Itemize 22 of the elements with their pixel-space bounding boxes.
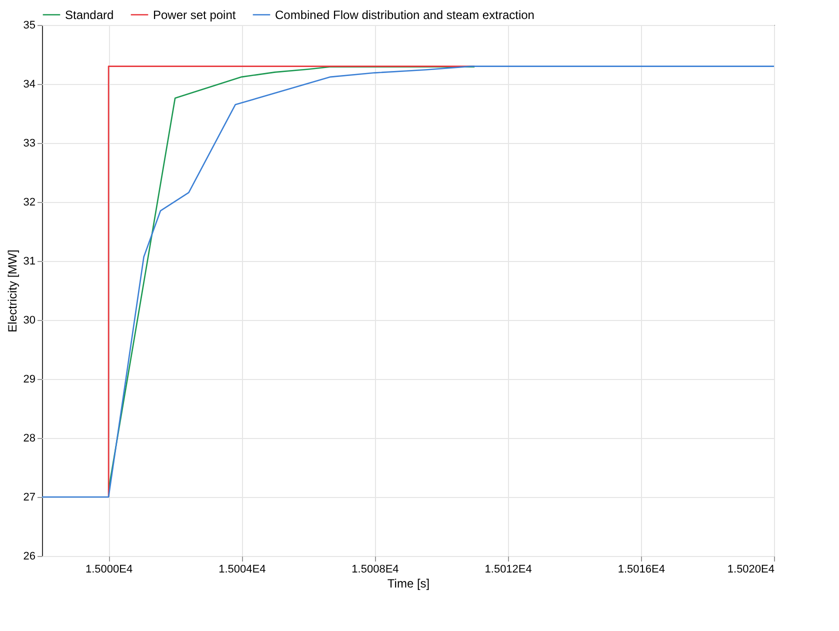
y-tick-label: 33 xyxy=(23,138,36,150)
x-tick-label: 1.5012E4 xyxy=(484,564,532,576)
y-tick-label: 34 xyxy=(23,78,36,90)
x-tick-label: 1.5008E4 xyxy=(352,564,399,576)
y-tick-label: 27 xyxy=(23,492,36,504)
y-tick-label: 32 xyxy=(23,196,36,208)
legend-label: Combined Flow distribution and steam extraction xyxy=(275,8,534,22)
y-tick-label: 26 xyxy=(23,550,36,562)
y-tick-label: 29 xyxy=(23,374,36,386)
y-axis-title: Electricity [MW] xyxy=(5,250,20,332)
y-tick-label: 30 xyxy=(23,314,36,326)
x-tick-label: 1.5020E4 xyxy=(727,564,774,576)
legend-label: Power set point xyxy=(153,8,236,22)
x-tick-label: 1.5016E4 xyxy=(618,564,665,576)
x-tick-label: 1.5000E4 xyxy=(85,564,133,576)
legend-label: Standard xyxy=(65,8,114,22)
y-tick-label: 28 xyxy=(23,432,36,444)
x-tick-label: 1.5004E4 xyxy=(218,564,266,576)
y-tick-label: 31 xyxy=(23,256,36,268)
y-tick-label: 35 xyxy=(23,20,36,32)
line-series xyxy=(41,66,775,498)
x-axis-title: Time [s] xyxy=(387,576,430,590)
